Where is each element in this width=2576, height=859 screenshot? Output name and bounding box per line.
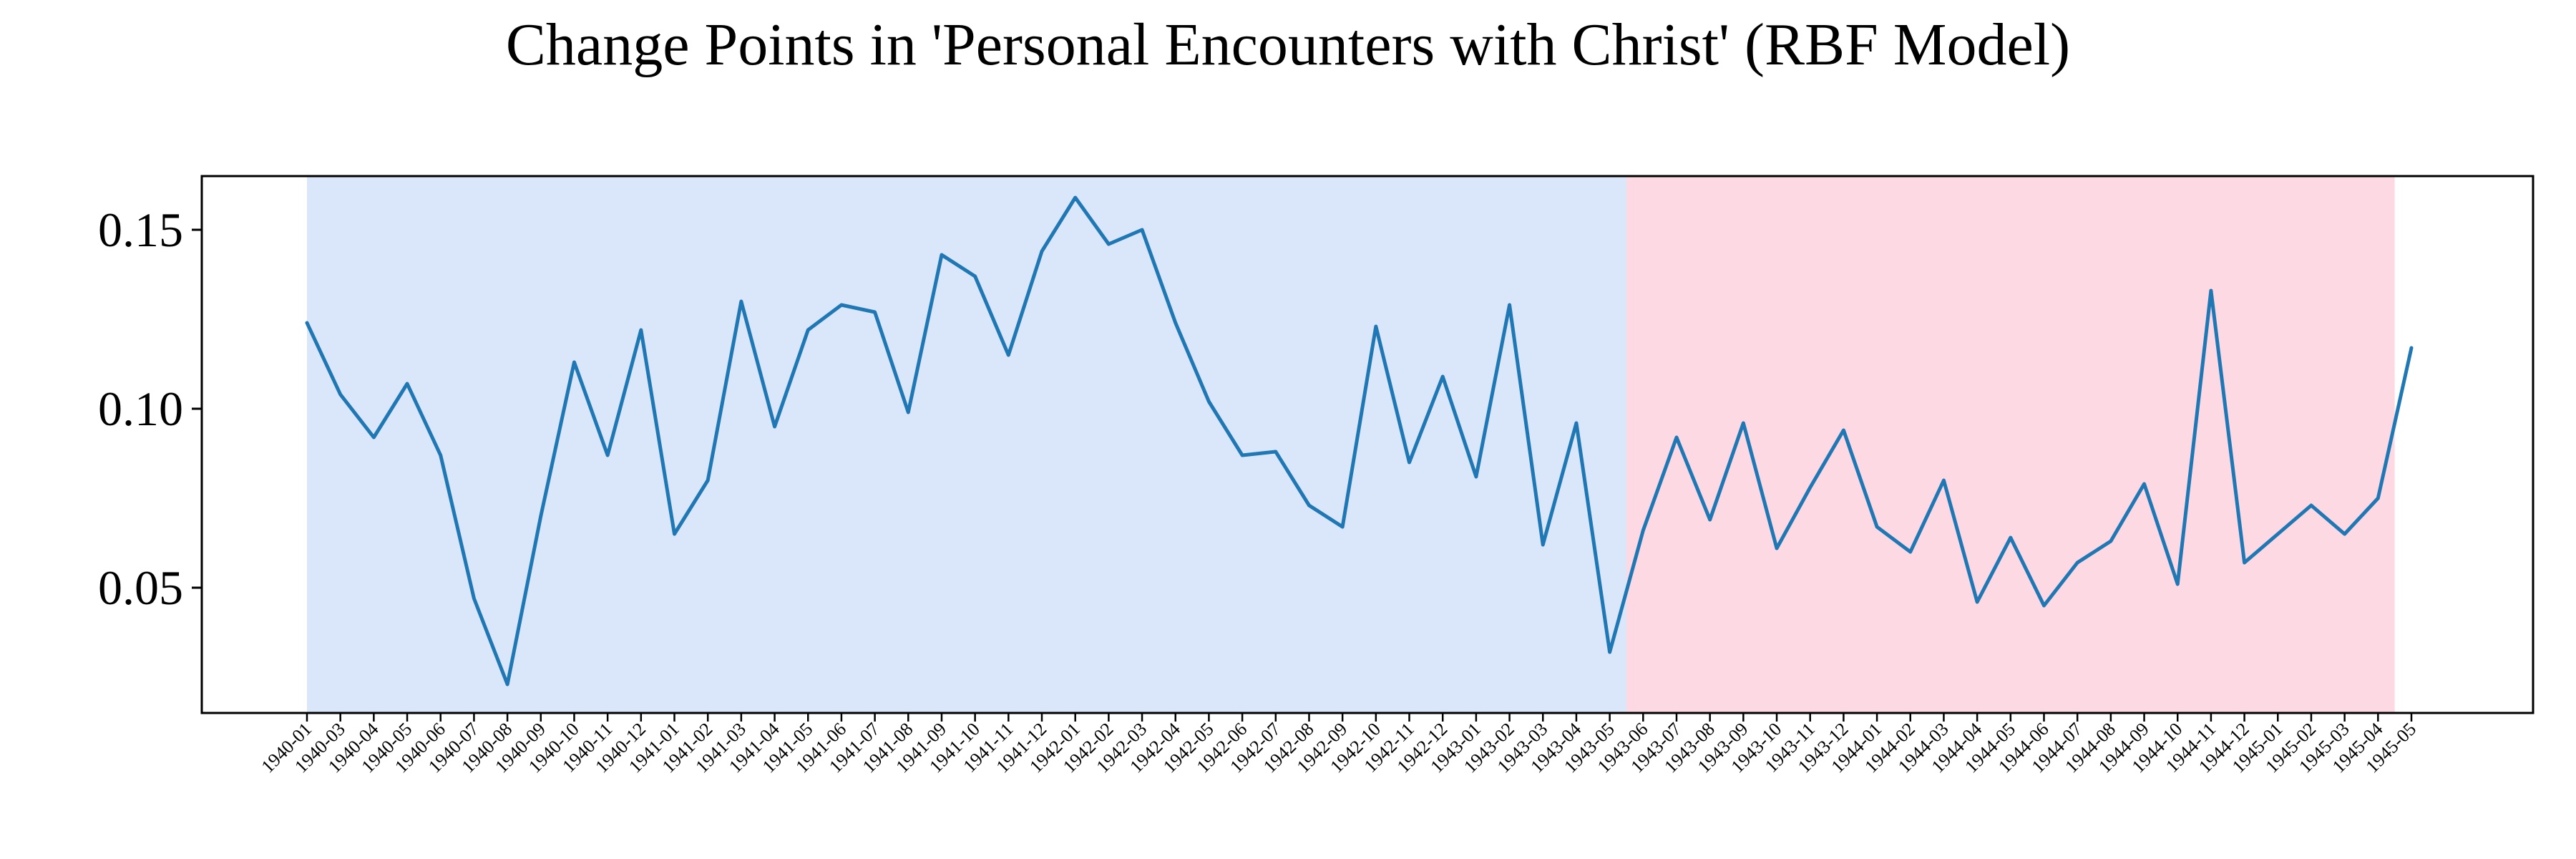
segment-1 — [307, 176, 1626, 713]
data-point — [1942, 479, 1945, 482]
data-point — [1307, 504, 1310, 507]
data-point — [506, 683, 509, 686]
series-line — [305, 195, 2414, 686]
data-point — [2243, 561, 2246, 564]
data-point — [774, 425, 776, 428]
data-point — [1441, 375, 1444, 378]
data-point — [472, 597, 475, 600]
data-point — [2176, 583, 2179, 586]
data-point — [1909, 550, 1912, 553]
data-point — [907, 411, 909, 414]
data-point — [2210, 289, 2212, 292]
data-point — [1541, 543, 1544, 546]
data-point — [2109, 540, 2112, 543]
data-point — [740, 300, 743, 303]
series-layer — [305, 195, 2414, 686]
data-point — [1675, 436, 1678, 439]
y-tick-label: 0.05 — [98, 560, 183, 615]
data-point — [1475, 475, 1478, 478]
data-point — [1875, 525, 1878, 528]
data-point — [1809, 486, 1812, 489]
data-point — [2009, 536, 2012, 539]
data-point — [2343, 533, 2346, 535]
data-point — [1742, 422, 1745, 424]
data-point — [2276, 533, 2279, 535]
data-point — [2076, 561, 2079, 564]
data-point — [974, 275, 977, 278]
data-point — [339, 393, 342, 396]
data-point — [1976, 601, 1979, 603]
data-point — [1040, 250, 1043, 253]
data-point — [2376, 497, 2379, 500]
data-point — [572, 361, 575, 364]
data-point — [1609, 651, 1611, 654]
data-point — [1375, 325, 1377, 328]
data-point — [606, 454, 609, 457]
data-point — [940, 253, 943, 256]
data-point — [2143, 482, 2146, 485]
data-point — [1074, 196, 1077, 199]
y-tick-label: 0.10 — [98, 382, 183, 436]
data-point — [673, 533, 676, 535]
data-point — [2042, 604, 2045, 607]
data-point — [439, 454, 442, 457]
data-point — [1575, 422, 1578, 424]
change-point-segments — [307, 176, 2395, 713]
data-point — [1007, 354, 1010, 356]
data-point — [1775, 547, 1778, 550]
data-point — [1274, 450, 1277, 453]
data-point — [640, 329, 643, 331]
data-point — [1107, 243, 1110, 246]
data-point — [2310, 504, 2313, 507]
data-point — [372, 436, 375, 439]
data-point — [1842, 429, 1845, 432]
y-tick-label: 0.15 — [98, 203, 183, 257]
data-point — [874, 311, 877, 314]
data-point — [840, 304, 843, 306]
x-axis: 1940-011940-031940-041940-051940-061940-… — [257, 713, 2420, 777]
data-point — [1241, 454, 1244, 457]
data-point — [806, 329, 809, 331]
data-point — [1641, 529, 1644, 532]
data-point — [540, 515, 542, 518]
y-axis: 0.05 0.10 0.15 — [98, 203, 202, 615]
plot-frame — [200, 175, 2534, 714]
data-point — [2410, 346, 2413, 349]
data-point — [1174, 321, 1177, 324]
data-point — [1709, 518, 1712, 521]
segment-2 — [1626, 176, 2395, 713]
data-point — [1408, 461, 1411, 464]
data-point — [1207, 400, 1210, 403]
chart-title: Change Points in 'Personal Encounters wi… — [505, 11, 2071, 78]
data-point — [1341, 525, 1344, 528]
data-point — [706, 479, 709, 482]
data-point — [1508, 304, 1511, 306]
data-point — [406, 382, 409, 385]
data-point — [1141, 228, 1143, 231]
data-point — [306, 321, 308, 324]
